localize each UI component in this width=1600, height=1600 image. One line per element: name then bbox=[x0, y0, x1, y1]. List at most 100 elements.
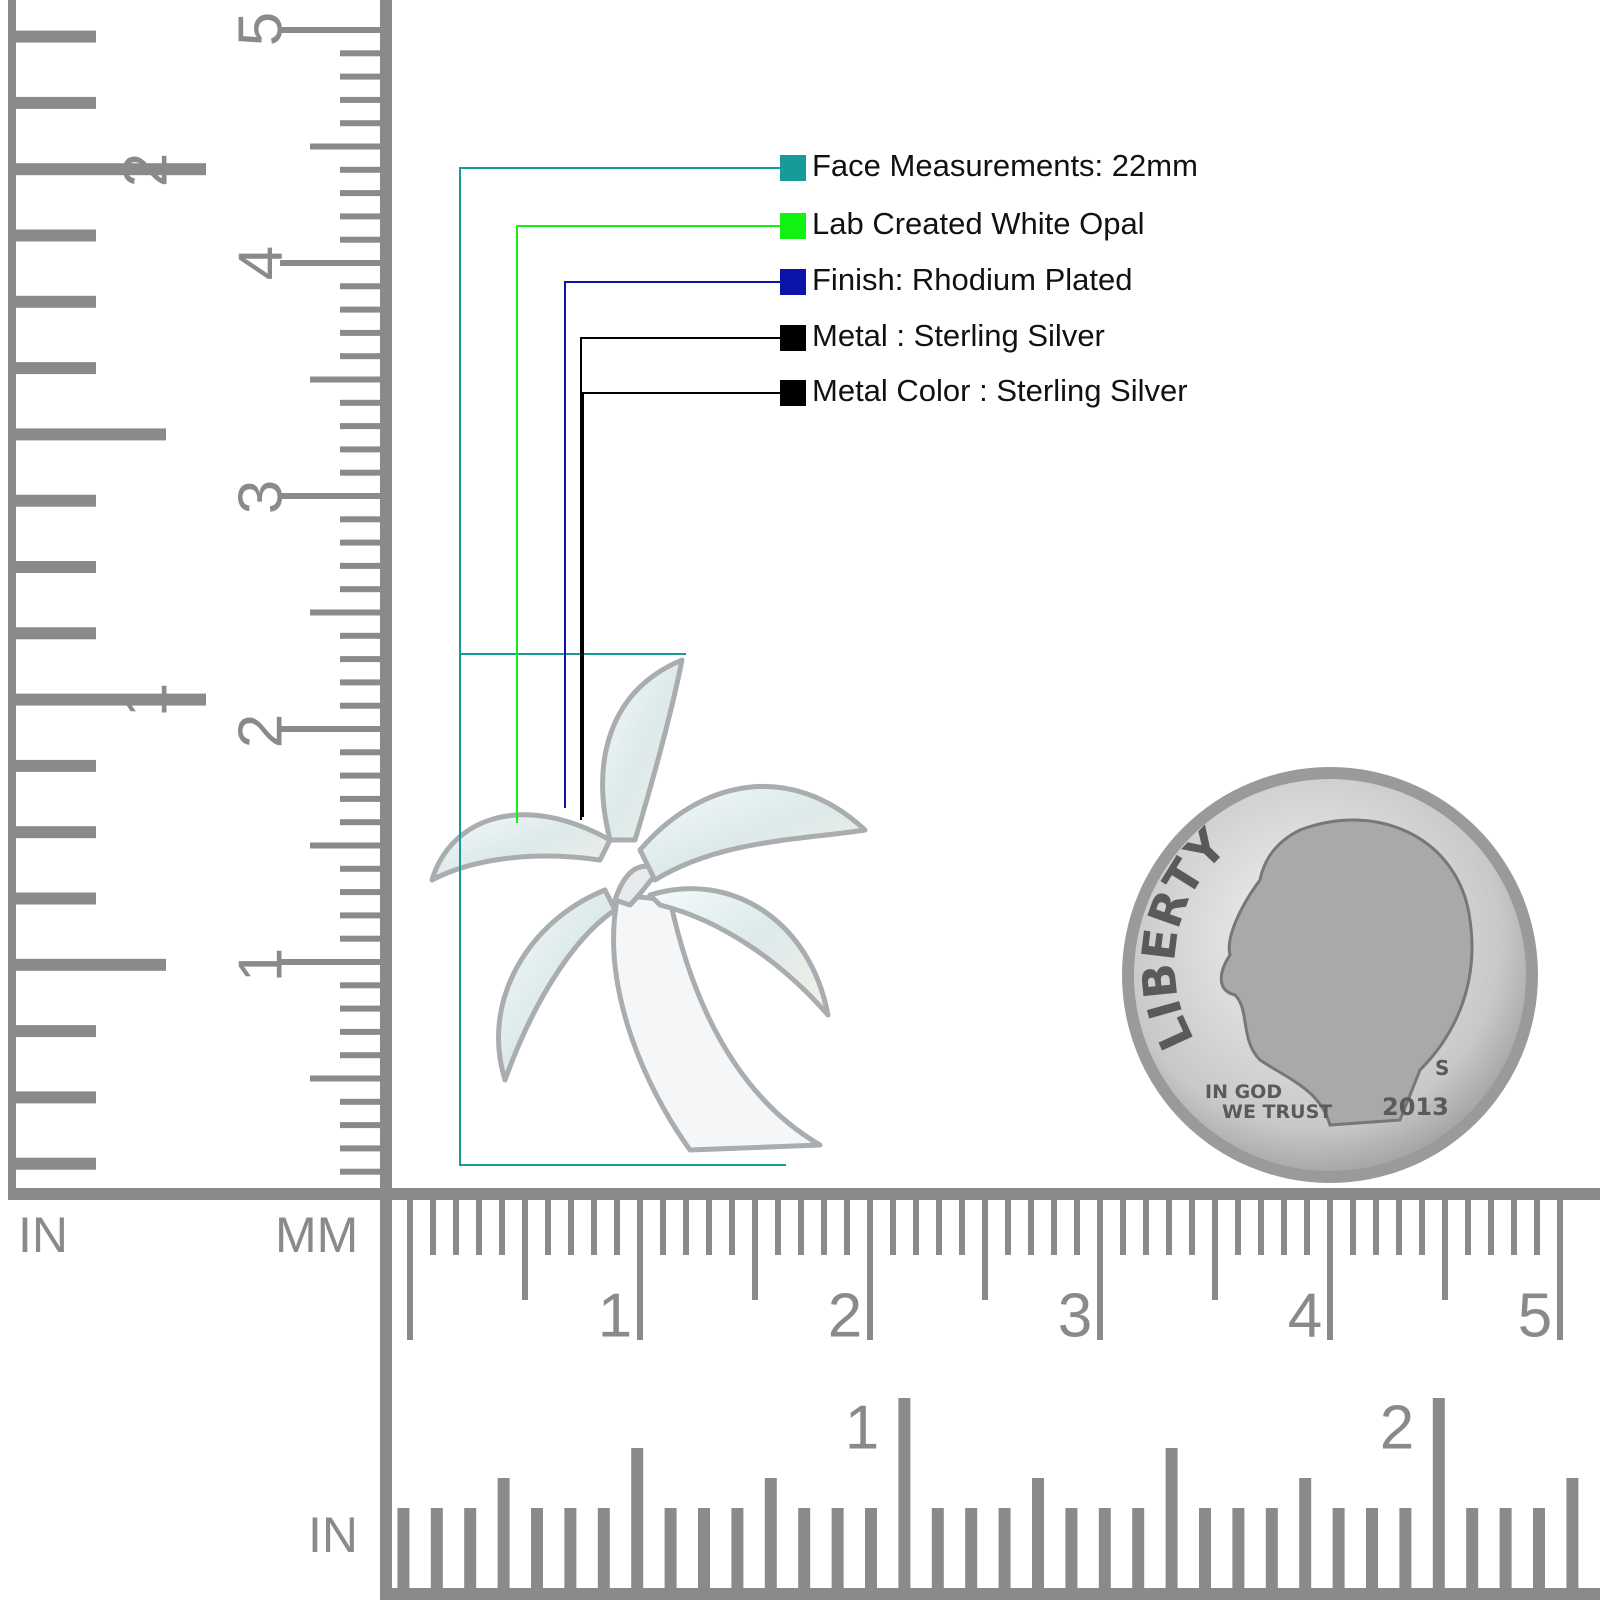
ruler-number: 2 bbox=[828, 1281, 862, 1350]
spec-label: Finish: Rhodium Plated bbox=[812, 262, 1133, 297]
tick bbox=[564, 1508, 577, 1588]
tick bbox=[998, 1508, 1011, 1588]
tick bbox=[280, 260, 380, 266]
tick bbox=[1165, 1448, 1178, 1588]
tick bbox=[16, 826, 96, 839]
ruler-edge bbox=[380, 1588, 1600, 1600]
tick bbox=[340, 423, 380, 430]
tick bbox=[597, 1508, 610, 1588]
tick bbox=[16, 30, 96, 43]
coin-text: WE TRUST bbox=[1222, 1101, 1332, 1123]
tick bbox=[522, 1200, 528, 1300]
leader-line bbox=[516, 225, 780, 823]
tick bbox=[1097, 1200, 1103, 1340]
tick bbox=[931, 1508, 944, 1588]
ruler-number: 5 bbox=[1518, 1281, 1552, 1350]
tick bbox=[1065, 1508, 1078, 1588]
tick bbox=[731, 1508, 744, 1588]
tick bbox=[1466, 1508, 1479, 1588]
tick bbox=[1432, 1398, 1445, 1588]
tick bbox=[1499, 1508, 1512, 1588]
spec-label: Face Measurements: 22mm bbox=[812, 148, 1198, 183]
tick bbox=[1166, 1200, 1172, 1255]
spec-swatch bbox=[780, 269, 806, 295]
tick bbox=[464, 1508, 477, 1588]
unit-label: IN bbox=[18, 1207, 68, 1263]
tick bbox=[340, 96, 380, 103]
tick bbox=[1032, 1478, 1044, 1588]
tick bbox=[407, 1200, 413, 1340]
tick bbox=[16, 163, 206, 176]
tick bbox=[591, 1200, 597, 1255]
tick bbox=[340, 1005, 380, 1012]
tick bbox=[16, 892, 96, 905]
spec-label: Lab Created White Opal bbox=[812, 206, 1145, 241]
tick bbox=[340, 679, 380, 686]
tick bbox=[1005, 1200, 1011, 1255]
palm-tree-pendant bbox=[429, 657, 868, 1153]
tick bbox=[280, 27, 380, 33]
tick bbox=[1189, 1200, 1195, 1255]
spec-swatch bbox=[780, 325, 806, 351]
ruler-number: 1 bbox=[111, 683, 180, 717]
tick bbox=[16, 627, 96, 640]
tick bbox=[340, 1122, 380, 1129]
tick bbox=[340, 1145, 380, 1152]
tick bbox=[1281, 1200, 1287, 1255]
tick bbox=[340, 283, 380, 290]
spec-swatch bbox=[780, 213, 806, 239]
tick bbox=[1488, 1200, 1494, 1255]
tick bbox=[497, 1478, 510, 1588]
tick bbox=[752, 1200, 758, 1300]
ruler-number: 5 bbox=[226, 12, 295, 46]
tick bbox=[631, 1448, 644, 1588]
tick bbox=[683, 1200, 689, 1255]
ruler-number: 2 bbox=[111, 153, 180, 187]
ruler-edge bbox=[8, 1188, 1600, 1200]
ruler-edge bbox=[8, 0, 16, 1195]
unit-label: MM bbox=[275, 1207, 358, 1263]
tick bbox=[397, 1508, 410, 1588]
dime: LIBERTY IN GOD WE TRUST 2013 S bbox=[1122, 767, 1538, 1183]
tick bbox=[890, 1200, 896, 1255]
tick bbox=[16, 494, 96, 507]
tick bbox=[340, 562, 380, 569]
tick bbox=[340, 632, 380, 639]
tick bbox=[1098, 1508, 1111, 1588]
spec-label: Metal Color : Sterling Silver bbox=[812, 373, 1188, 408]
coin-year: 2013 bbox=[1382, 1093, 1449, 1121]
tick bbox=[898, 1398, 911, 1588]
tick bbox=[1265, 1508, 1278, 1588]
tick bbox=[16, 428, 166, 441]
tick bbox=[476, 1200, 482, 1255]
tick bbox=[1373, 1200, 1379, 1255]
tick bbox=[1442, 1200, 1448, 1300]
tick bbox=[1299, 1478, 1312, 1588]
tick bbox=[16, 561, 96, 573]
tick bbox=[340, 446, 380, 453]
tick bbox=[280, 959, 380, 965]
tick bbox=[1332, 1508, 1345, 1588]
ruler-number: 2 bbox=[226, 714, 295, 748]
tick bbox=[340, 73, 380, 80]
tick bbox=[340, 516, 380, 523]
tick bbox=[340, 399, 380, 406]
tick bbox=[340, 1028, 380, 1035]
tick bbox=[340, 656, 380, 663]
tick bbox=[340, 586, 380, 593]
unit-label: IN bbox=[308, 1507, 358, 1563]
tick bbox=[340, 166, 380, 173]
tick bbox=[637, 1200, 643, 1340]
ruler-edge bbox=[380, 1188, 392, 1600]
tick bbox=[965, 1508, 978, 1588]
tick bbox=[340, 1052, 380, 1059]
tick bbox=[831, 1508, 844, 1588]
ruler-edge bbox=[380, 0, 392, 1200]
tick bbox=[1350, 1200, 1356, 1255]
coin-text: IN GOD bbox=[1205, 1081, 1282, 1103]
tick bbox=[959, 1200, 965, 1255]
tick bbox=[340, 889, 380, 896]
tick bbox=[1419, 1200, 1425, 1255]
tick bbox=[1232, 1508, 1245, 1588]
tick bbox=[531, 1508, 543, 1588]
